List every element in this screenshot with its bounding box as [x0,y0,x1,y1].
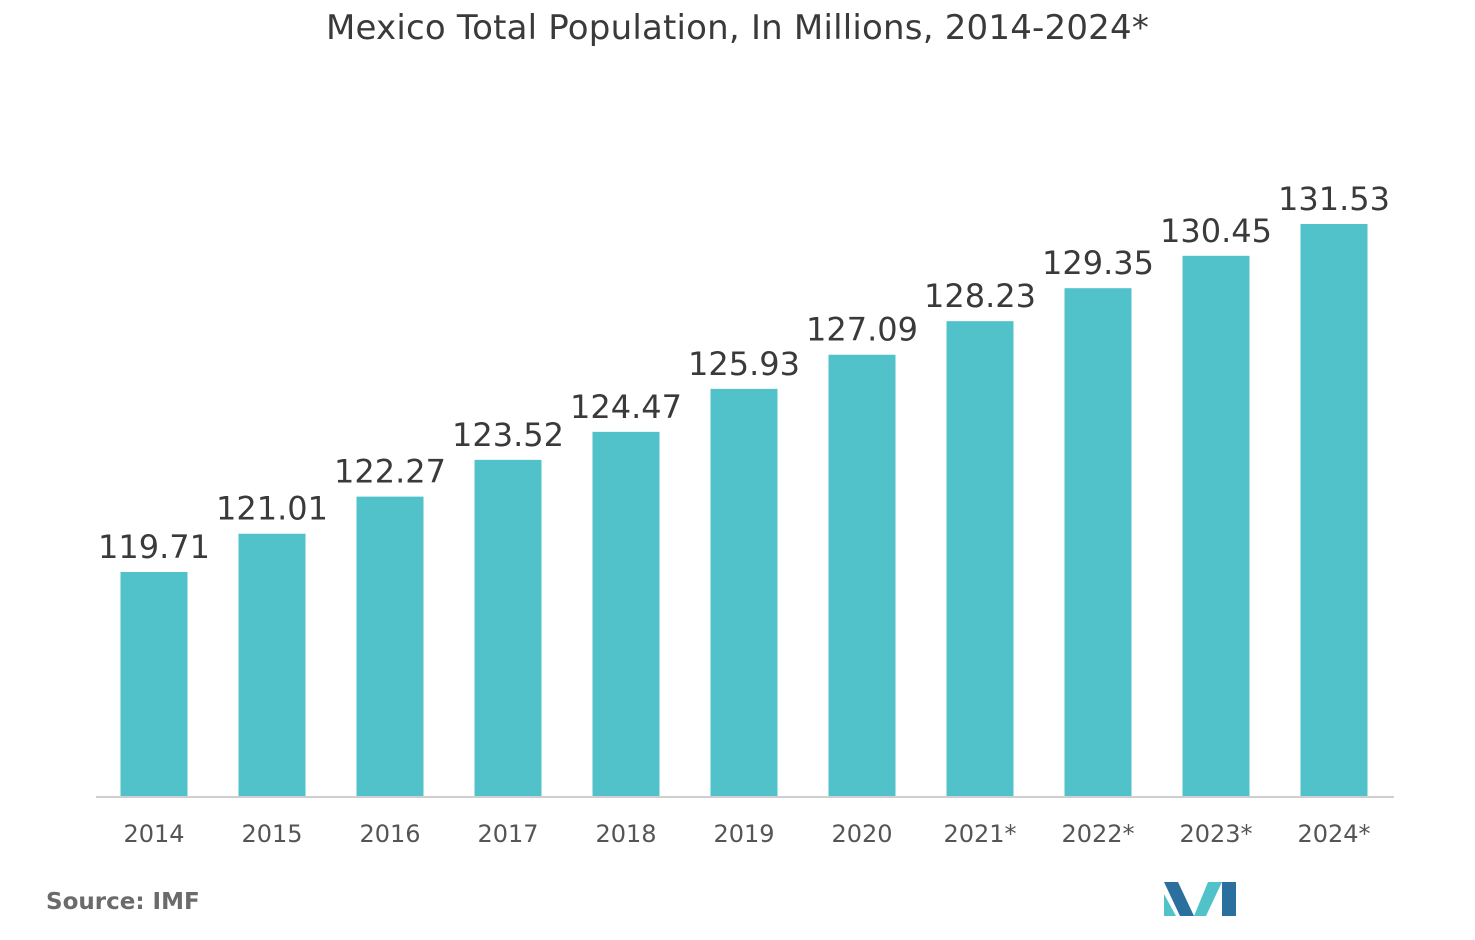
bars-layer [120,224,1368,798]
x-tick-label: 2016 [359,820,420,848]
x-tick-label: 2019 [713,820,774,848]
bar-2022-est [1064,288,1132,797]
bar-2014 [120,572,188,797]
chart-title: Mexico Total Population, In Millions, 20… [325,8,1150,48]
value-label: 131.53 [1278,180,1390,218]
value-label: 123.52 [452,416,564,454]
x-tick-label: 2017 [477,820,538,848]
x-tick-label: 2021* [943,820,1016,848]
bar-2015 [238,533,306,797]
value-label: 129.35 [1042,244,1154,282]
bar-2023-est [1182,255,1250,798]
bar-2017 [474,459,542,797]
x-tick-labels-layer: 2014 2015 2016 2017 2018 2019 2020 2021* 2022* 20… [123,820,1370,848]
x-tick-label: 2020 [831,820,892,848]
bar-2016 [356,496,424,797]
bar-2024-est [1300,224,1368,797]
value-label: 130.45 [1160,212,1272,250]
value-label: 124.47 [570,388,682,426]
x-tick-label: 2015 [241,820,302,848]
value-label: 122.27 [334,453,446,491]
bar-2021-est [946,321,1014,797]
mordor-intelligence-logo-icon [1164,882,1236,916]
value-label: 119.71 [98,528,210,566]
x-tick-label: 2014 [123,820,184,848]
x-tick-label: 2022* [1061,820,1134,848]
bar-2018 [592,431,660,797]
value-label: 121.01 [216,490,328,528]
x-tick-label: 2023* [1179,820,1252,848]
value-label: 125.93 [688,345,800,383]
bar-2020 [828,354,896,797]
value-labels-layer: 119.71121.01122.27123.52124.47125.93127.… [98,180,1390,566]
bar-2019 [710,388,778,797]
x-tick-label: 2024* [1297,820,1370,848]
value-label: 128.23 [924,277,1036,315]
value-label: 127.09 [806,311,918,349]
x-tick-label: 2018 [595,820,656,848]
source-note: Source: IMF [46,889,200,915]
